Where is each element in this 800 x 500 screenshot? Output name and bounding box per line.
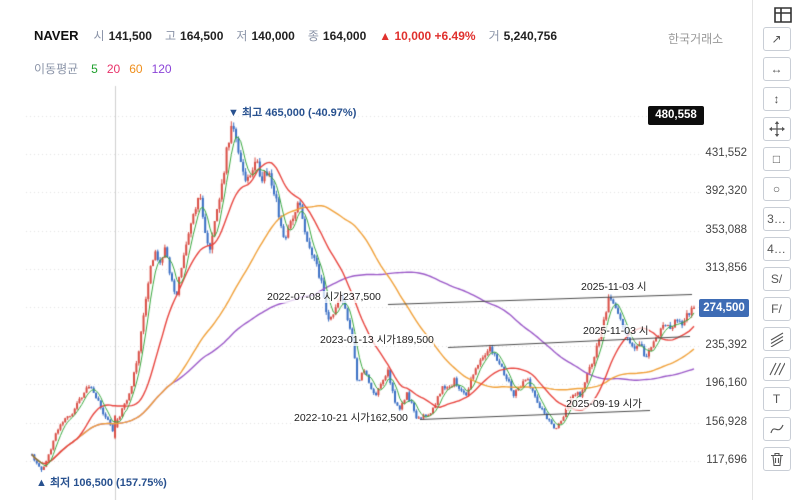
ma60-legend: 60 — [129, 62, 143, 76]
trendline1-end-label: 2025-11-03 시 — [581, 281, 647, 293]
low-value: 140,000 — [251, 29, 295, 43]
curve-tool-button[interactable] — [762, 417, 791, 441]
close-label: 종 — [307, 29, 319, 43]
open-label: 시 — [93, 29, 105, 43]
fibonacci-icon: F/ — [771, 302, 782, 316]
ma5-legend: 5 — [91, 62, 98, 76]
low-label: 저 — [236, 29, 248, 43]
volume-field: 거 5,240,756 — [489, 27, 557, 44]
trash-icon — [770, 452, 783, 466]
ma-legend: 이동평균 5 20 60 120 — [34, 60, 172, 77]
pointer-tool-button[interactable]: ↗ — [762, 27, 791, 51]
grid-icon — [774, 7, 792, 23]
horizontal-arrows-icon: ↔ — [770, 62, 783, 76]
four-point-line-icon: 4… — [767, 242, 786, 256]
curve-icon — [769, 424, 784, 434]
trendlines-tool-button[interactable] — [762, 327, 791, 351]
trendline2-end-label: 2025-11-03 시 — [583, 325, 649, 337]
three-point-line-tool-button[interactable]: 3… — [762, 207, 791, 231]
ellipse-icon: ○ — [772, 182, 781, 196]
open-field: 시 141,500 — [94, 27, 152, 44]
vertical-resize-tool-button[interactable]: ↕ — [762, 87, 791, 111]
low-field: 저 140,000 — [236, 27, 294, 44]
quote-header: NAVER 시 141,500 고 164,500 저 140,000 종 164,00… — [34, 27, 557, 44]
move-tool-button[interactable] — [762, 117, 791, 141]
high-field: 고 164,500 — [165, 27, 223, 44]
ma20-legend: 20 — [106, 62, 121, 76]
s-line-icon: S/ — [770, 272, 783, 286]
rectangle-icon: □ — [772, 152, 781, 166]
price-change: ▲ 10,000 +6.49% — [379, 29, 476, 43]
vertical-arrows-icon: ↕ — [773, 92, 780, 106]
volume-label: 거 — [488, 29, 500, 43]
trendline2-start-label: 2023-01-13 시가189,500 — [320, 334, 434, 346]
fibonacci-tool-button[interactable]: F/ — [762, 297, 791, 321]
parallel-lines-icon — [769, 362, 785, 376]
text-tool-button[interactable]: T — [762, 387, 791, 411]
trendline3-end-label: 2025-09-19 시가 — [566, 398, 642, 410]
high-label: 고 — [164, 29, 177, 43]
ma-legend-title: 이동평균 — [34, 62, 79, 76]
low-annotation: ▲ 최저 106,500 (157.75%) — [36, 477, 167, 489]
drawing-toolbar: ↗ ↔ ↕ □ ○ 3… 4… S/ F/ T — [752, 0, 800, 500]
volume-value: 5,240,756 — [503, 29, 558, 43]
exchange-label: 한국거래소 — [668, 32, 724, 46]
symbol-name: NAVER — [34, 28, 79, 43]
ellipse-tool-button[interactable]: ○ — [762, 177, 791, 201]
high-annotation: ▼ 최고 465,000 (-40.97%) — [228, 107, 357, 119]
parallel-lines-tool-button[interactable] — [762, 357, 791, 381]
ma120-legend: 120 — [151, 62, 172, 76]
trendline1-start-label: 2022-07-08 시가237,500 — [267, 291, 381, 303]
trendline3-start-label: 2022-10-21 시가162,500 — [294, 412, 408, 424]
delete-tool-button[interactable] — [762, 447, 791, 471]
chart-grid-button[interactable] — [774, 7, 792, 23]
open-value: 141,500 — [108, 29, 152, 43]
close-field: 종 164,000 — [308, 27, 366, 44]
pointer-icon: ↗ — [771, 32, 782, 46]
move-icon — [768, 121, 785, 137]
four-point-line-tool-button[interactable]: 4… — [762, 237, 791, 261]
s-line-tool-button[interactable]: S/ — [762, 267, 791, 291]
high-value: 164,500 — [180, 29, 224, 43]
rectangle-tool-button[interactable]: □ — [762, 147, 791, 171]
close-value: 164,000 — [322, 29, 367, 43]
trendlines-icon — [770, 332, 783, 347]
text-tool-icon: T — [772, 392, 781, 406]
three-point-line-icon: 3… — [767, 212, 786, 226]
horizontal-resize-tool-button[interactable]: ↔ — [762, 57, 791, 81]
